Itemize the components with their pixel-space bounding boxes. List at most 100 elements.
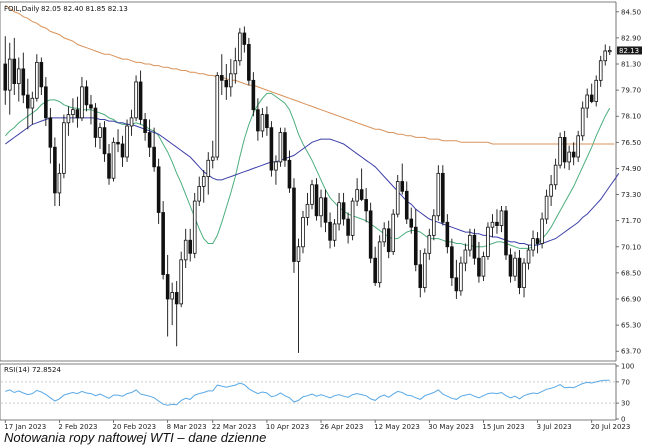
candle xyxy=(436,165,441,221)
price-tick-label: 84.50 xyxy=(621,8,641,16)
candle-body-down xyxy=(445,221,450,248)
candle-body-up xyxy=(197,185,202,202)
candle xyxy=(386,220,391,259)
candle xyxy=(296,238,301,353)
candle-body-up xyxy=(192,200,197,254)
candle xyxy=(413,209,418,272)
candle-body-down xyxy=(341,202,346,220)
candle-body-up xyxy=(459,262,463,292)
candle-body-down xyxy=(116,141,120,145)
candle xyxy=(567,145,571,171)
candle-body-up xyxy=(607,50,612,53)
candle-body-down xyxy=(256,109,260,132)
candle-body-down xyxy=(368,210,373,259)
candle xyxy=(499,205,504,233)
candle-body-up xyxy=(427,234,432,254)
candle xyxy=(490,214,495,237)
candle-body-up xyxy=(278,132,283,163)
candle xyxy=(138,70,143,125)
candle xyxy=(391,209,396,255)
candle-body-up xyxy=(310,184,314,205)
candle xyxy=(445,214,450,254)
price-tick-label: 71.70 xyxy=(621,217,641,225)
candle xyxy=(102,121,107,162)
candle-body-down xyxy=(314,184,319,217)
price-tick-label: 79.70 xyxy=(621,87,641,95)
candle xyxy=(134,75,138,122)
candle-body-down xyxy=(450,246,454,279)
candle-body-down xyxy=(156,166,161,213)
candle xyxy=(201,170,206,203)
price-tick-label: 81.30 xyxy=(621,61,641,69)
candle-body-down xyxy=(107,153,111,179)
candle-body-up xyxy=(210,156,215,161)
candle xyxy=(301,210,305,254)
candle-body-down xyxy=(102,127,107,155)
rsi-tick-label: 30 xyxy=(621,400,630,408)
candle xyxy=(589,83,594,104)
candle-body-down xyxy=(26,94,30,109)
candle xyxy=(598,55,603,87)
candle-body-up xyxy=(201,176,206,187)
candle-body-down xyxy=(120,143,125,158)
moving-average-line-3 xyxy=(5,4,615,145)
candle xyxy=(165,254,170,337)
candle xyxy=(364,188,368,223)
candle-body-up xyxy=(129,117,134,127)
candle-body-up xyxy=(260,114,265,132)
candle xyxy=(219,54,224,96)
candle xyxy=(30,91,35,125)
moving-average-line-2 xyxy=(5,117,620,246)
candle-body-up xyxy=(16,68,21,84)
candle-body-down xyxy=(174,292,179,305)
candle xyxy=(513,251,517,282)
candle-body-up xyxy=(377,241,382,284)
candle xyxy=(84,80,89,112)
candle-body-up xyxy=(531,238,535,251)
candle xyxy=(152,127,156,172)
candle xyxy=(274,155,278,185)
candle-body-up xyxy=(585,94,589,109)
candle-body-up xyxy=(296,246,301,262)
candle-body-up xyxy=(57,172,62,194)
candle xyxy=(111,137,116,182)
rsi-label: RSI(14) 72.8524 xyxy=(4,366,61,374)
candle xyxy=(328,212,332,249)
price-tick-label: 65.30 xyxy=(621,322,641,330)
candle-body-up xyxy=(215,75,220,158)
candle-body-up xyxy=(598,60,603,81)
candle-body-up xyxy=(549,184,553,197)
time-axis: 17 Jan 2023 2 Feb 2023 20 Feb 2023 8 Mar 20… xyxy=(4,420,630,431)
candle-body-down xyxy=(89,104,93,109)
candle-body-up xyxy=(580,107,585,137)
candle xyxy=(373,246,377,286)
time-tick-label: 30 May 2023 xyxy=(428,423,474,431)
candle-body-up xyxy=(382,228,386,243)
candle-body-down xyxy=(441,172,445,223)
candle xyxy=(305,192,310,226)
price-tick-label: 68.50 xyxy=(621,269,641,277)
candle-body-up xyxy=(274,161,278,171)
candle-body-down xyxy=(152,146,156,168)
candle xyxy=(147,119,152,158)
candle xyxy=(16,57,21,102)
candle-body-down xyxy=(143,119,147,133)
candle xyxy=(472,228,477,265)
candle-body-up xyxy=(463,249,468,264)
candle-body-up xyxy=(576,135,580,158)
time-tick-label: 8 Mar 2023 xyxy=(167,423,207,431)
ohlc-values: 82.05 82.40 81.85 82.13 xyxy=(41,5,128,13)
candle-body-up xyxy=(481,256,486,277)
candle xyxy=(129,109,134,136)
candle xyxy=(508,248,513,283)
candle-body-up xyxy=(71,109,75,115)
candle xyxy=(355,178,359,206)
candle-body-down xyxy=(418,264,423,288)
price-axis: 84.50 82.90 81.30 79.70 78.10 76.50 74.90 73.30… xyxy=(616,8,641,356)
candle-body-down xyxy=(589,94,594,102)
candle xyxy=(432,209,436,241)
candle xyxy=(12,37,17,96)
candle xyxy=(395,174,400,218)
candle xyxy=(251,72,256,117)
candle-body-up xyxy=(526,249,531,264)
